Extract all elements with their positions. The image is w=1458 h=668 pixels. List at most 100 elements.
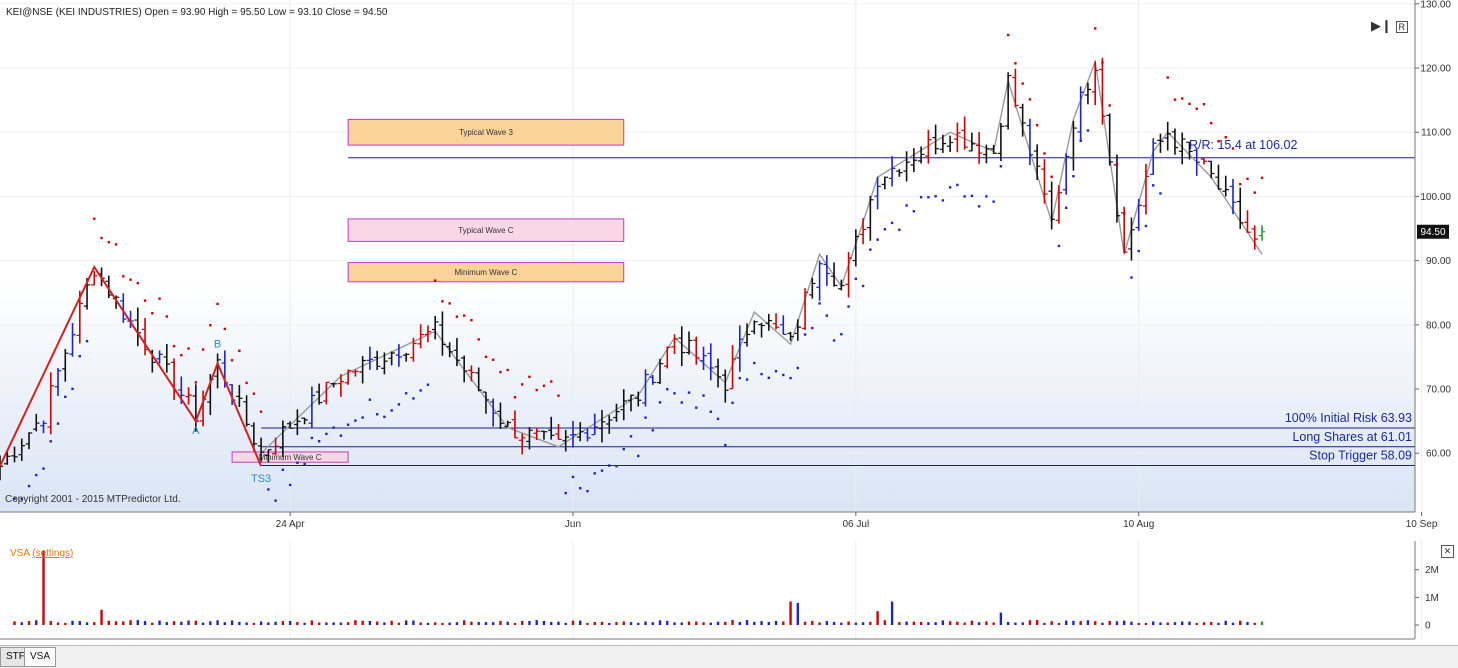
volume-bar xyxy=(1014,622,1017,625)
target-box xyxy=(347,218,625,242)
volume-bar xyxy=(716,621,720,625)
trailing-stop-dot xyxy=(1166,76,1169,79)
trailing-stop-dot xyxy=(56,422,60,425)
trailing-stop-dot xyxy=(941,199,945,202)
volume-bar xyxy=(934,622,937,625)
r-icon[interactable]: R xyxy=(1395,21,1408,33)
volume-axis: 0 1M 2M xyxy=(0,541,1439,640)
trailing-stop-dot xyxy=(397,403,401,406)
volume-bar xyxy=(1137,622,1140,625)
trailing-stop-dot xyxy=(847,305,850,308)
trailing-stop-dot xyxy=(1144,224,1148,228)
volume-bar xyxy=(724,621,727,625)
trailing-stop-dot xyxy=(180,353,183,357)
trailing-stop-dot xyxy=(165,315,169,318)
trailing-stop-dot xyxy=(890,221,894,225)
trailing-stop-dot xyxy=(811,326,814,330)
trailing-stop-dot xyxy=(1217,140,1220,143)
volume-bar xyxy=(1079,621,1082,625)
volume-bar xyxy=(811,620,814,625)
trailing-stop-dot xyxy=(419,389,422,392)
volume-bar xyxy=(608,623,611,625)
volume-bar xyxy=(970,620,974,625)
trailing-stop-dot xyxy=(332,426,335,429)
volume-bar xyxy=(1231,622,1235,625)
volume-bar xyxy=(673,622,676,625)
trailing-stop-dot xyxy=(586,489,589,493)
volume-bar xyxy=(1057,622,1061,625)
trailing-stop-dot xyxy=(738,376,741,380)
tab-vsa[interactable]: VSA xyxy=(24,647,57,667)
last-price-label: 94.50 xyxy=(1420,227,1445,238)
volume-bar xyxy=(687,621,691,625)
volume-bar xyxy=(1064,620,1068,625)
trailing-stop-dot xyxy=(883,228,887,231)
trailing-stop-dot xyxy=(20,497,23,501)
trailing-stop-dot xyxy=(274,499,277,502)
volume-bar xyxy=(230,620,234,625)
trailing-stop-dot xyxy=(303,462,306,466)
trailing-stop-dot xyxy=(1246,177,1249,181)
trailing-stop-dot xyxy=(13,497,16,500)
play-icon[interactable]: ▶❙ xyxy=(1370,18,1392,33)
volume-bar xyxy=(100,609,103,625)
trailing-stop-dot xyxy=(687,391,691,394)
volume-bars xyxy=(13,550,1264,625)
volume-bar xyxy=(1108,620,1111,625)
trailing-stop-dot xyxy=(361,416,364,419)
trailing-stop-dot xyxy=(1130,276,1133,279)
trailing-stop-dot xyxy=(637,454,640,458)
trailing-stop-dot xyxy=(470,318,473,322)
wave-point-label: B xyxy=(214,338,221,350)
volume-bar xyxy=(1130,621,1133,625)
volume-bar xyxy=(274,621,277,625)
trailing-stop-dot xyxy=(600,469,604,472)
last-price-badge xyxy=(1417,224,1449,239)
volume-bar xyxy=(890,601,894,625)
volume-bar xyxy=(296,621,299,625)
trailing-stop-dot xyxy=(557,394,560,397)
trailing-stop-dot xyxy=(1152,184,1155,187)
trailing-stop-dot xyxy=(774,370,778,373)
trailing-stop-dot xyxy=(64,395,67,399)
trailing-stop-dot xyxy=(484,355,488,359)
volume-bar xyxy=(999,612,1003,625)
vsa-settings-link[interactable]: (settings) xyxy=(32,548,74,559)
trailing-stop-dot xyxy=(346,423,350,426)
volume-bar xyxy=(1072,620,1075,625)
trailing-stop-dot xyxy=(136,281,140,285)
level-label: R/R: 15.4 at 106.02 xyxy=(1189,138,1297,152)
volume-bar xyxy=(1224,620,1227,625)
level-label: 100% Initial Risk 63.93 xyxy=(1285,411,1412,425)
trailing-stop-dot xyxy=(499,370,502,374)
trailing-stop-dot xyxy=(651,429,654,432)
trailing-stop-dot xyxy=(1195,107,1198,110)
chart-title: KEI@NSE (KEI INDUSTRIES) Open = 93.90 Hi… xyxy=(6,7,388,18)
trailing-stop-dot xyxy=(1035,123,1039,127)
trailing-stop-dot xyxy=(832,339,836,342)
volume-bar xyxy=(985,621,988,625)
close-panel-icon[interactable]: ✕ xyxy=(1441,545,1454,558)
trailing-stops xyxy=(13,27,1264,502)
trailing-stop-dot xyxy=(992,200,995,203)
trailing-stop-dot xyxy=(1173,98,1177,101)
volume-bar xyxy=(93,622,96,625)
level-label: Long Shares at 61.01 xyxy=(1292,430,1412,444)
volume-bar xyxy=(695,621,698,625)
trailing-stop-dot xyxy=(49,440,52,443)
target-box-label: Minimum Wave C xyxy=(455,268,518,277)
trailing-stop-dot xyxy=(912,210,916,213)
x-tick-label: 10 Aug xyxy=(1123,519,1154,530)
trailing-stop-dot xyxy=(354,419,357,422)
volume-bar xyxy=(1101,622,1104,625)
trailing-stop-dot xyxy=(78,355,81,358)
volume-bar xyxy=(615,622,618,625)
volume-bar xyxy=(404,620,408,625)
volume-bar xyxy=(912,621,916,625)
volume-bar xyxy=(136,620,140,625)
trailing-stop-dot xyxy=(528,375,531,379)
volume-bar xyxy=(1210,621,1213,625)
trailing-stop-dot xyxy=(745,378,749,381)
trailing-stop-dot xyxy=(107,240,110,244)
volume-bar xyxy=(209,621,212,625)
